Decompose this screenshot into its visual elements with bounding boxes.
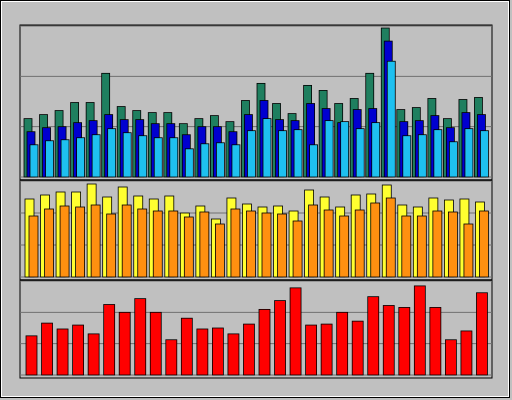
bar [354,209,365,278]
bar [103,304,116,376]
bar [480,130,489,178]
bar [137,208,148,278]
bar [29,144,39,178]
bar [90,204,101,278]
bar [200,143,210,178]
bar [416,215,427,278]
bar [199,211,210,278]
bar [339,215,350,278]
bar [340,121,350,178]
bar [138,135,148,178]
bar [464,128,474,178]
bar [367,296,380,376]
bar [87,333,100,376]
bar [76,137,85,178]
bar [44,208,54,278]
bar [401,215,412,278]
bar [106,213,117,278]
bar [324,120,334,178]
bar [463,223,474,278]
bar [293,129,303,178]
bar [320,323,333,376]
bar [45,140,54,178]
bar [230,208,241,278]
bar [429,307,442,376]
bar [107,128,117,178]
bar [41,322,53,376]
bar [243,323,255,376]
bar [72,324,84,376]
bar [118,311,131,376]
bar [432,210,443,278]
bar [180,317,193,376]
bar [323,209,334,278]
bar [433,129,443,178]
plot-frame [19,24,493,379]
bar [184,148,194,178]
bar [169,137,179,178]
bar [91,134,101,178]
bar [122,132,132,178]
bar [447,211,458,278]
bar [309,144,319,178]
bar [262,118,272,178]
bar [149,311,162,376]
bar [371,122,381,178]
bar [385,197,396,278]
bar [121,204,132,278]
bar [214,223,225,278]
bar [211,327,224,376]
bar [274,300,286,376]
bar [417,134,427,178]
bar [308,204,319,278]
bar [258,308,271,376]
bar [476,292,488,376]
bar [413,285,426,376]
bar [398,307,411,376]
bar [448,141,458,178]
bar [292,220,303,278]
bar [60,139,70,178]
bar [227,333,240,376]
bar [153,137,163,178]
bar [444,339,457,376]
bar [336,311,349,376]
bar [351,320,364,376]
bar [278,130,287,178]
bar [386,60,396,178]
bar [402,135,412,178]
bar [305,324,318,376]
bar [152,210,163,278]
bar [215,142,225,178]
bar [246,210,256,278]
bar [59,205,70,278]
bar [231,144,241,178]
bar [460,330,473,376]
bar [25,335,38,376]
bar [261,212,272,278]
bar [289,287,302,376]
bar [479,210,489,278]
bar [168,210,179,278]
bar [56,328,69,376]
bar [355,128,365,178]
bar [183,216,194,278]
bar [277,213,287,278]
bar [165,339,178,376]
bar [28,215,39,278]
bar [75,206,85,278]
bar [196,328,209,376]
bar [382,305,395,376]
bar [370,202,381,278]
bar [247,130,256,178]
bar [134,298,147,376]
